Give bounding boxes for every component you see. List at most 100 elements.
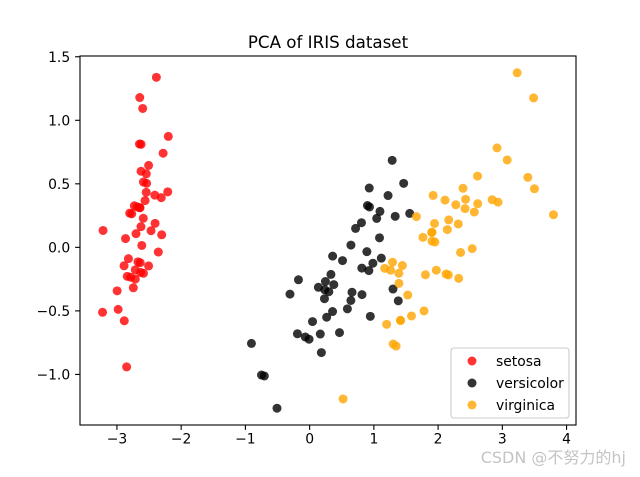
point-virginica [380, 263, 390, 273]
point-versicolor [351, 223, 361, 233]
point-setosa [98, 225, 108, 235]
point-virginica [529, 184, 539, 194]
point-virginica [397, 261, 407, 271]
point-virginica [442, 225, 452, 235]
point-setosa [137, 240, 147, 250]
watermark: CSDN @不努力的hj [481, 448, 626, 467]
point-virginica [548, 210, 558, 220]
point-virginica [431, 265, 441, 275]
point-versicolor [320, 277, 330, 287]
point-virginica [440, 195, 450, 205]
legend-marker-virginica [467, 400, 477, 410]
point-versicolor [375, 233, 385, 243]
point-virginica [407, 311, 416, 321]
point-versicolor [322, 312, 332, 322]
point-setosa [140, 196, 150, 206]
point-setosa [138, 213, 148, 223]
y-tick-label: 1.5 [48, 50, 70, 66]
y-tick-label: −0.5 [36, 304, 70, 320]
point-setosa [135, 258, 145, 268]
point-virginica [529, 93, 539, 103]
point-versicolor [405, 208, 415, 218]
point-setosa [127, 209, 137, 219]
point-setosa [163, 131, 173, 141]
legend-frame [450, 347, 570, 419]
point-versicolor [328, 307, 338, 317]
point-setosa [150, 190, 160, 200]
point-setosa [119, 316, 129, 326]
point-setosa [157, 230, 167, 240]
point-virginica [461, 194, 471, 204]
point-versicolor [357, 263, 367, 273]
point-setosa [158, 148, 168, 158]
point-versicolor [362, 201, 372, 211]
point-virginica [467, 244, 477, 254]
point-setosa [134, 139, 144, 149]
point-setosa [122, 362, 132, 372]
y-tick-label: 1.0 [48, 113, 70, 129]
point-setosa [130, 274, 140, 284]
x-tick-label: 2 [434, 432, 443, 448]
point-versicolor [293, 275, 303, 285]
point-setosa [112, 286, 122, 296]
point-virginica [460, 204, 470, 214]
point-virginica [411, 212, 421, 222]
point-versicolor [399, 178, 409, 188]
point-versicolor [300, 332, 310, 342]
point-versicolor [246, 338, 256, 348]
point-versicolor [316, 348, 326, 358]
point-virginica [458, 183, 468, 193]
point-virginica [430, 218, 439, 228]
point-versicolor [346, 295, 356, 305]
x-tick-label: 0 [305, 432, 314, 448]
point-versicolor [364, 183, 374, 193]
point-setosa [98, 307, 108, 317]
point-setosa [131, 229, 141, 239]
point-versicolor [383, 191, 393, 201]
point-versicolor [362, 247, 372, 257]
point-versicolor [292, 329, 302, 339]
point-virginica [453, 219, 463, 229]
point-versicolor [387, 155, 397, 165]
point-virginica [419, 306, 429, 316]
point-virginica [420, 270, 430, 280]
point-virginica [388, 339, 398, 349]
point-versicolor [347, 287, 357, 297]
point-setosa [136, 222, 146, 232]
point-setosa [123, 254, 133, 264]
point-versicolor [364, 266, 374, 276]
point-setosa [142, 178, 152, 188]
point-virginica [443, 270, 453, 280]
point-virginica [487, 195, 497, 205]
legend-label-setosa: setosa [496, 354, 541, 370]
point-setosa [138, 103, 148, 113]
point-versicolor [393, 296, 403, 306]
legend-label-virginica: virginica [496, 398, 555, 414]
point-versicolor [376, 253, 386, 263]
point-versicolor [285, 289, 295, 299]
point-virginica [523, 172, 533, 182]
point-versicolor [328, 251, 338, 261]
point-virginica [394, 268, 404, 278]
y-tick-label: −1.0 [36, 367, 70, 383]
point-virginica [394, 278, 404, 288]
point-virginica [512, 68, 522, 78]
point-versicolor [259, 371, 269, 381]
chart-title: PCA of IRIS dataset [248, 32, 409, 52]
point-virginica [444, 215, 454, 225]
point-versicolor [338, 256, 348, 266]
legend: setosa versicolor virginica [450, 347, 570, 419]
point-versicolor [375, 206, 385, 216]
point-versicolor [308, 317, 318, 327]
point-versicolor [335, 328, 344, 338]
point-setosa [135, 93, 145, 103]
point-setosa [144, 261, 154, 271]
point-virginica [502, 155, 512, 165]
point-virginica [382, 319, 392, 329]
point-setosa [151, 72, 161, 82]
point-versicolor [319, 294, 329, 304]
y-axis: −1.0 −0.5 0.0 0.5 1.0 1.5 [36, 50, 80, 383]
axes-frame [79, 55, 577, 426]
point-virginica [428, 190, 438, 200]
